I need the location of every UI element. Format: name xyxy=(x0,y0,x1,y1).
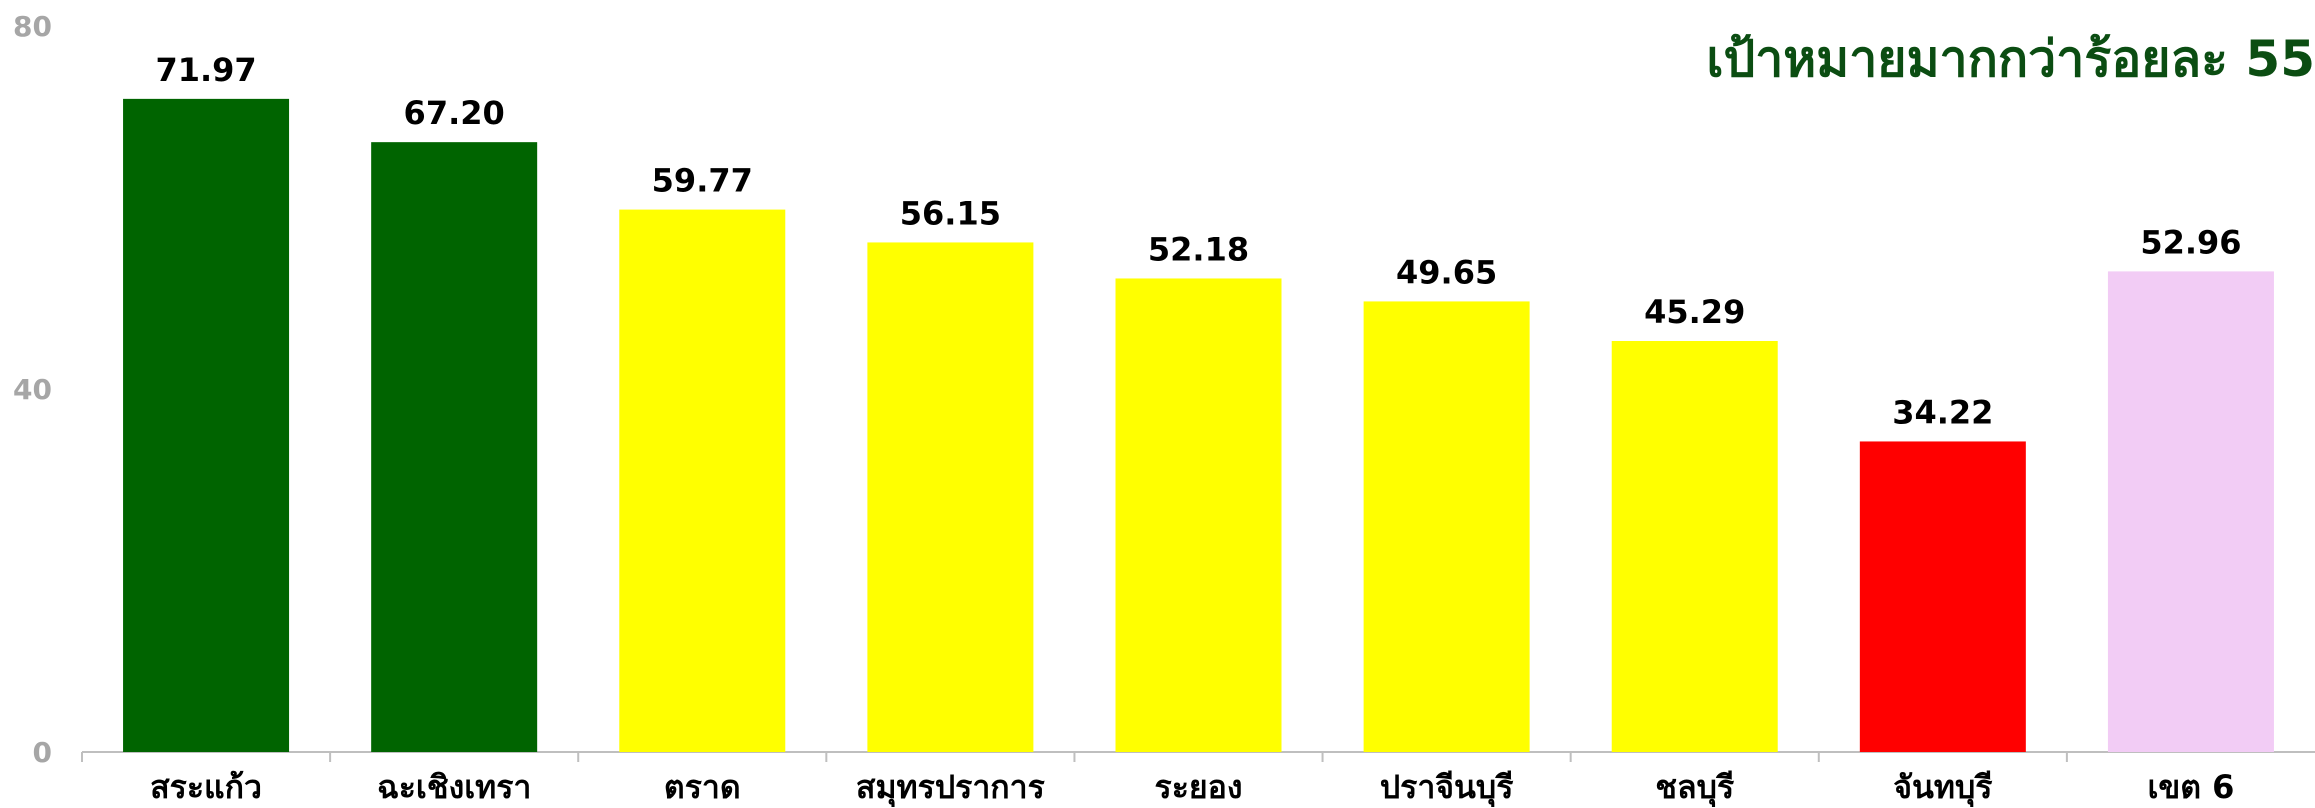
y-tick-label: 80 xyxy=(13,10,52,43)
category-label: สระแก้ว xyxy=(150,768,262,806)
bar xyxy=(1115,278,1282,752)
category-label: ชลบุรี xyxy=(1655,768,1734,808)
bar-value-label: 45.29 xyxy=(1644,293,1745,331)
bar-value-label: 34.22 xyxy=(1892,393,1993,431)
category-label: ฉะเชิงเทรา xyxy=(377,768,531,806)
bar xyxy=(123,98,290,752)
chart-title: เป้าหมายมากกว่าร้อยละ 55 xyxy=(1706,30,2315,88)
bar-value-label: 52.18 xyxy=(1148,230,1249,268)
y-tick-label: 0 xyxy=(33,736,52,769)
bar-value-label: 67.20 xyxy=(404,94,505,132)
bar-value-label: 56.15 xyxy=(900,194,1001,232)
category-label: ระยอง xyxy=(1155,768,1243,806)
bar-value-label: 52.96 xyxy=(2140,223,2241,261)
bar xyxy=(1611,340,1778,752)
bar xyxy=(371,142,538,752)
bar xyxy=(2107,271,2274,752)
bar-value-label: 71.97 xyxy=(155,51,256,89)
bar xyxy=(619,209,786,752)
category-label: ปราจีนบุรี xyxy=(1380,768,1514,808)
category-label: เขต 6 xyxy=(2147,768,2234,806)
category-label: สมุทรปราการ xyxy=(856,768,1045,808)
bar xyxy=(1859,441,2026,752)
category-label: ตราด xyxy=(664,768,741,806)
bar-value-label: 49.65 xyxy=(1396,253,1497,291)
bar xyxy=(1363,301,1530,752)
y-tick-label: 40 xyxy=(13,373,52,406)
bar xyxy=(867,242,1034,752)
bar-value-label: 59.77 xyxy=(652,162,753,200)
category-label: จันทบุรี xyxy=(1893,768,1992,808)
